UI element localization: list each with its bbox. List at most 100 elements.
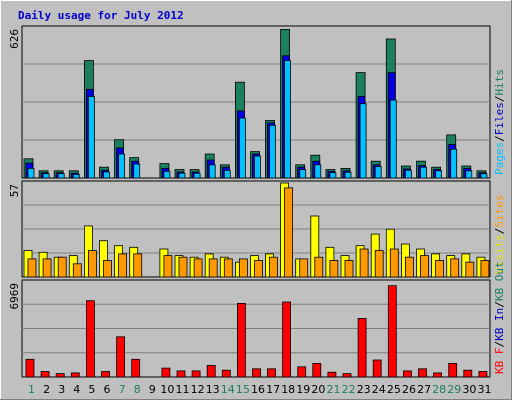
x-tick-day-11: 11 — [176, 383, 190, 396]
x-tick-day-26: 26 — [402, 383, 416, 396]
bar-sites-day-30 — [465, 261, 475, 278]
x-tick-day-16: 16 — [251, 383, 265, 396]
bar-sites-day-13 — [208, 258, 218, 278]
bar-pages-day-24 — [374, 166, 382, 179]
bar-sites-day-11 — [178, 256, 188, 278]
bar-kb-f-day-13 — [206, 364, 216, 378]
y-max-label: 626 — [8, 29, 21, 49]
bar-sites-day-24 — [374, 250, 384, 278]
bar-sites-day-19 — [299, 258, 309, 278]
x-tick-day-20: 20 — [311, 383, 325, 396]
bar-kb-f-day-7 — [116, 336, 125, 378]
bar-pages-day-6 — [103, 171, 110, 179]
bar-pages-day-4 — [72, 173, 80, 179]
bar-kb-f-day-19 — [297, 366, 307, 378]
bar-kb-f-day-28 — [433, 372, 443, 378]
chart-panels: 626Pages/Files/Hits57Visits/Sites6969KB … — [8, 25, 506, 378]
bar-pages-day-20 — [314, 164, 322, 179]
x-tick-day-30: 30 — [462, 383, 476, 396]
x-tick-day-8: 8 — [134, 383, 141, 396]
bar-pages-day-23 — [359, 103, 367, 179]
bar-kb-f-day-27 — [418, 368, 427, 378]
bar-pages-day-18 — [284, 60, 292, 179]
bar-kb-f-day-14 — [221, 369, 231, 378]
bar-kb-f-day-15 — [236, 302, 246, 378]
bar-pages-day-29 — [450, 148, 458, 179]
bar-sites-day-4 — [72, 263, 82, 278]
bar-pages-day-25 — [389, 99, 397, 179]
bar-sites-day-29 — [450, 258, 460, 278]
x-tick-day-3: 3 — [58, 383, 65, 396]
bar-sites-day-18 — [284, 187, 294, 278]
legend-entry: Sites — [493, 195, 506, 228]
bar-sites-day-1 — [27, 258, 37, 278]
bar-pages-day-1 — [27, 167, 35, 179]
bar-sites-day-6 — [103, 260, 112, 278]
bar-sites-day-10 — [163, 255, 173, 278]
bar-pages-day-22 — [344, 171, 352, 179]
bar-kb-f-day-10 — [161, 367, 171, 378]
bar-pages-day-31 — [480, 173, 488, 179]
bar-sites-day-17 — [269, 256, 278, 278]
bar-pages-day-27 — [420, 166, 427, 179]
bar-sites-day-7 — [118, 253, 127, 278]
x-tick-day-10: 10 — [160, 383, 174, 396]
bar-sites-day-31 — [480, 260, 490, 278]
panel-legend: Visits/Sites — [493, 195, 506, 275]
bar-pages-day-3 — [57, 173, 65, 179]
bar-kb-f-day-25 — [387, 285, 397, 378]
bar-kb-f-day-16 — [252, 368, 261, 378]
x-tick-day-12: 12 — [191, 383, 205, 396]
bar-kb-f-day-3 — [55, 373, 65, 378]
bar-sites-day-27 — [420, 255, 429, 278]
bar-kb-f-day-1 — [25, 358, 35, 378]
bar-pages-day-10 — [163, 170, 171, 179]
legend-entry: / — [493, 301, 506, 308]
bar-sites-day-21 — [329, 260, 339, 278]
bar-pages-day-12 — [193, 172, 201, 179]
bar-kb-f-day-4 — [70, 372, 80, 378]
bar-kb-f-day-11 — [176, 370, 186, 378]
x-tick-day-25: 25 — [387, 383, 401, 396]
bar-kb-f-day-26 — [402, 370, 412, 378]
x-tick-day-13: 13 — [206, 383, 220, 396]
x-tick-day-27: 27 — [417, 383, 431, 396]
bar-pages-day-2 — [42, 173, 50, 179]
x-tick-day-23: 23 — [357, 383, 371, 396]
bar-pages-day-19 — [299, 169, 307, 179]
bar-pages-day-28 — [435, 170, 443, 179]
bar-sites-day-25 — [389, 248, 399, 278]
bar-sites-day-8 — [133, 253, 143, 278]
bar-sites-day-16 — [254, 260, 263, 278]
bar-pages-day-7 — [118, 153, 125, 179]
legend-entry: Hits — [493, 69, 506, 96]
bar-pages-day-21 — [329, 172, 337, 179]
bar-kb-f-day-5 — [86, 300, 95, 378]
bar-pages-day-14 — [223, 169, 231, 179]
x-tick-day-6: 6 — [104, 383, 111, 396]
bar-pages-day-11 — [178, 172, 186, 179]
x-tick-day-1: 1 — [28, 383, 35, 396]
bar-kb-f-day-21 — [327, 371, 337, 378]
x-tick-day-18: 18 — [281, 383, 295, 396]
bar-sites-day-20 — [314, 256, 324, 278]
legend-entry: KB F — [493, 348, 506, 375]
x-tick-day-29: 29 — [447, 383, 461, 396]
y-max-label: 6969 — [8, 283, 21, 310]
bar-kb-f-day-20 — [312, 362, 322, 378]
x-axis-tick-labels: 1 2 3 4 5 6 7 8 9 10 11 12 13 14 15 16 17 18 19 20 21 22 23 24 2… — [28, 383, 492, 396]
bar-sites-day-14 — [223, 258, 233, 278]
bar-pages-day-26 — [404, 169, 412, 179]
bar-kb-f-day-12 — [191, 370, 201, 378]
legend-entry: Files — [493, 102, 506, 135]
bar-kb-f-day-31 — [478, 371, 488, 378]
bar-sites-day-2 — [42, 258, 52, 278]
x-tick-day-22: 22 — [342, 383, 356, 396]
legend-entry: KB Out — [493, 261, 506, 301]
x-tick-day-19: 19 — [296, 383, 310, 396]
bar-sites-day-3 — [57, 256, 67, 278]
x-tick-day-15: 15 — [236, 383, 250, 396]
